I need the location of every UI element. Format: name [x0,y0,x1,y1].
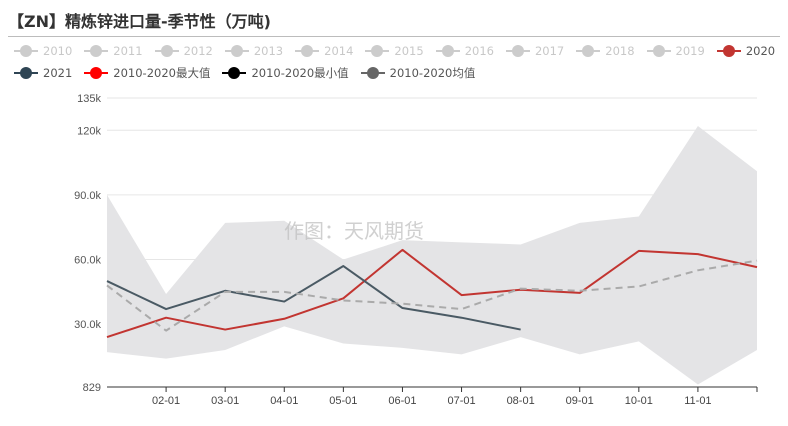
legend: 2010 2011 2012 2013 2014 2015 2016 2017 2018 2019… [14,40,776,84]
x-tick-label: 04-01 [270,395,298,407]
y-tick-label: 120k [77,125,101,137]
legend-label: 2020 [745,44,776,58]
legend-item-2011[interactable]: 2011 [84,44,143,58]
legend-item-2021[interactable]: 2021 [14,66,72,80]
legend-marker-icon [224,45,249,57]
legend-label: 2019 [675,44,705,58]
series-line-2020 [106,248,758,339]
legend-item-2014[interactable]: 2014 [295,44,353,58]
legend-item-2010[interactable]: 2010 [14,44,72,58]
legend-label: 2016 [464,44,494,58]
legend-marker-icon [360,67,385,79]
y-tick-label: 60.0k [74,255,101,267]
legend-label: 2017 [534,44,565,58]
legend-item-2012[interactable]: 2012 [154,44,213,58]
x-tick-label: 03-01 [211,395,239,407]
legend-label: 2021 [43,66,73,80]
legend-item-2010-2020均值[interactable]: 2010-2020均值 [360,65,476,81]
legend-item-2017[interactable]: 2017 [505,44,565,58]
legend-row-2: 2021 2010-2020最大值 2010-2020最小值 2010-2020均值 [14,62,774,84]
legend-marker-icon [505,45,530,57]
x-tick-label: 07-01 [447,395,475,407]
legend-label: 2010 [43,44,73,58]
legend-label: 2010-2020均值 [389,66,476,80]
legend-marker-icon [435,45,460,57]
legend-marker-icon [14,45,38,57]
legend-item-2010-2020最小值[interactable]: 2010-2020最小值 [222,65,349,81]
x-tick-label: 08-01 [507,395,535,407]
legend-label: 2011 [113,44,143,58]
legend-marker-icon [576,45,601,57]
watermark: 作图：天风期货 [284,219,424,243]
legend-item-2010-2020最大值[interactable]: 2010-2020最大值 [84,65,210,81]
legend-label: 2010-2020最大值 [113,66,211,80]
legend-item-2015[interactable]: 2015 [365,44,424,58]
legend-row-1: 2010 2011 2012 2013 2014 2015 2016 2017 2018 2019… [14,40,776,62]
legend-item-2016[interactable]: 2016 [435,44,494,58]
series-line-2010-2020均值 [106,259,758,332]
y-tick-label: 829 [83,382,101,394]
legend-marker-icon [84,45,109,57]
x-tick-label: 10-01 [625,395,653,407]
x-tick-label: 06-01 [388,395,416,407]
max-min-band [107,126,757,385]
legend-label: 2010-2020最小值 [251,66,349,80]
legend-marker-icon [365,45,390,57]
legend-marker-icon [295,45,320,57]
legend-label: 2015 [394,44,424,58]
x-tick-label: 11-01 [684,395,711,407]
legend-marker-icon [646,45,671,57]
x-tick-label: 05-01 [329,395,357,407]
y-tick-label: 135k [77,93,101,105]
legend-marker-icon [716,45,741,57]
legend-item-2013[interactable]: 2013 [224,44,284,58]
legend-label: 2013 [253,44,284,58]
legend-marker-icon [154,45,179,57]
legend-label: 2012 [183,44,213,58]
legend-label: 2014 [324,44,354,58]
x-tick-label: 09-01 [566,395,594,407]
legend-item-2020[interactable]: 2020 [716,44,776,58]
series-line-2021 [106,265,521,331]
chart-title: 【ZN】精炼锌进口量-季节性（万吨) [8,12,271,31]
legend-item-2018[interactable]: 2018 [576,44,635,58]
y-tick-label: 30.0k [74,319,101,331]
y-tick-label: 90.0k [74,190,101,202]
legend-marker-icon [84,67,109,79]
legend-item-2019[interactable]: 2019 [646,44,705,58]
legend-label: 2018 [605,44,635,58]
title-divider [8,36,780,37]
legend-marker-icon [222,67,247,79]
x-tick-label: 02-01 [152,395,180,407]
legend-marker-icon [14,67,38,79]
